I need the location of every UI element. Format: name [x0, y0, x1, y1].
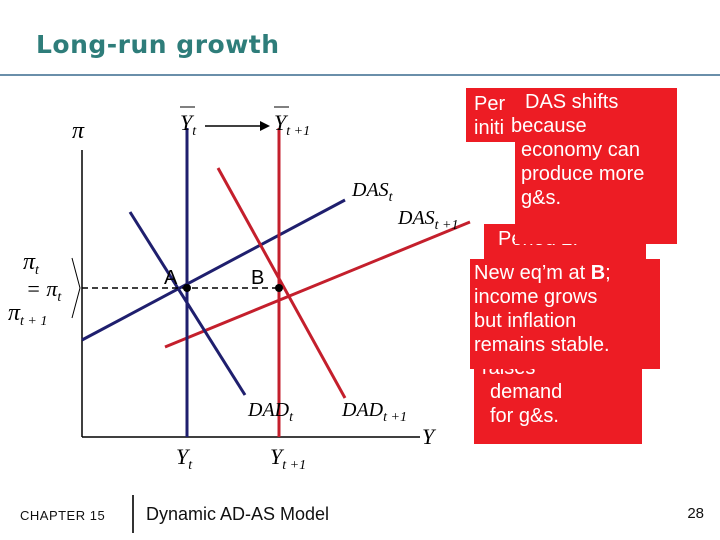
new-eq-line-3: but inflation — [474, 310, 577, 332]
ybar-t-label: Yt — [180, 110, 197, 139]
back-box-line-1: Per — [474, 93, 506, 115]
new-eq-line-2: income grows — [474, 286, 598, 308]
slide-title: Long-run growth — [36, 30, 280, 59]
pi-t-label: πt — [23, 249, 40, 278]
das-t-label: DASt — [351, 179, 394, 205]
ybar-t1-label: Yt +1 — [274, 110, 310, 139]
y-t-label: Yt — [176, 444, 193, 473]
das-t1-line — [164, 220, 471, 349]
point-b-dot — [275, 284, 283, 292]
point-b-label: B — [251, 267, 264, 289]
das-t-line — [81, 198, 346, 342]
point-a-dot — [183, 284, 191, 292]
dad-t-label: DADt — [247, 399, 294, 425]
das-shift-line-2: because — [511, 115, 587, 137]
das-shift-line-1: DAS shifts — [525, 91, 619, 113]
pi-brace — [71, 257, 81, 319]
point-a-label: A — [164, 267, 178, 289]
footer-chapter: CHAPTER 15 — [20, 508, 106, 523]
pi-t1-label: πt + 1 — [8, 300, 47, 329]
new-eq-box: New eq’m at B; income grows but inflatio… — [470, 259, 660, 369]
y-t1-label: Yt +1 — [270, 444, 306, 473]
y-axis-label: Y — [422, 424, 437, 449]
das-shift-line-5: g&s. — [521, 187, 562, 209]
demand-line-2: for g&s. — [490, 405, 559, 427]
das-shift-line-4: produce more — [521, 163, 645, 185]
title-divider — [0, 74, 720, 76]
new-eq-line-1: New eq’m at B; — [474, 261, 656, 285]
ybar-arrowhead — [260, 121, 270, 131]
footer-subtitle: Dynamic AD-AS Model — [146, 504, 330, 524]
page-number: 28 — [687, 505, 704, 522]
pi-axis-label: π — [72, 118, 85, 144]
dad-t1-label: DADt +1 — [341, 399, 407, 425]
eq-pi-label: = πt — [26, 276, 62, 305]
footer-divider — [132, 495, 134, 533]
das-t1-label: DASt +1 — [397, 207, 459, 233]
dad-t1-line — [216, 167, 347, 399]
new-eq-prefix: New eq’m at — [474, 262, 591, 284]
new-eq-line-4: remains stable. — [474, 334, 610, 356]
new-eq-suffix: ; — [605, 262, 611, 284]
das-shift-box: DAS shifts because economy can produce m… — [511, 88, 677, 244]
demand-line-1: demand — [490, 381, 563, 403]
new-eq-point: B — [590, 262, 606, 284]
das-shift-line-3: economy can — [521, 139, 640, 161]
back-box-line-2: initi — [474, 117, 505, 139]
